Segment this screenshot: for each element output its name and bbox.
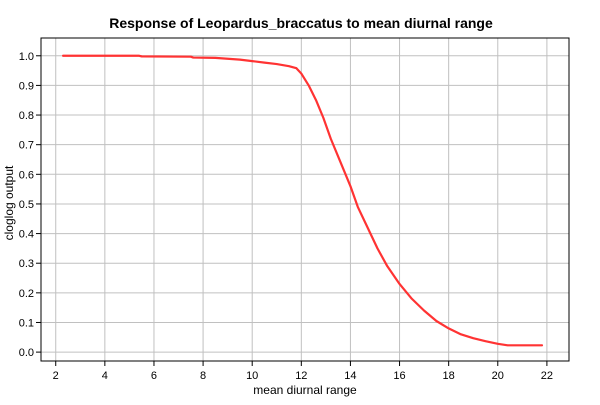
response-curve-point: [349, 185, 352, 187]
x-tick-label: 22: [541, 370, 553, 382]
x-tick-label: 2: [53, 370, 59, 382]
y-tick-label: 1.0: [19, 51, 34, 63]
response-curve-point: [497, 343, 499, 345]
response-curve-point: [367, 227, 369, 229]
y-tick-label: 0.9: [19, 80, 34, 92]
response-curve-point: [192, 56, 194, 59]
response-curve-point: [507, 344, 509, 346]
y-tick-label: 0.1: [19, 317, 34, 329]
response-curve-point: [214, 57, 216, 59]
response-curve-point: [315, 99, 317, 101]
response-curve-point: [398, 283, 401, 285]
response-curve-point: [411, 298, 413, 300]
response-curve-point: [386, 265, 388, 267]
y-axis-label: cloglog output: [2, 165, 16, 240]
plot-frame: [40, 37, 570, 362]
response-curve-point: [472, 337, 474, 339]
response-curve-point: [322, 117, 325, 119]
grid-lines: [41, 38, 569, 361]
response-curve-point: [460, 333, 462, 335]
response-curve-point: [448, 327, 450, 330]
response-curve-point: [357, 206, 359, 208]
response-curve-point: [190, 56, 192, 58]
response-curve-point: [141, 55, 143, 57]
x-axis-label: mean diurnal range: [253, 383, 357, 397]
x-tick-label: 18: [443, 370, 455, 382]
response-curve-point: [227, 58, 229, 60]
x-tick-label: 12: [295, 370, 307, 382]
x-tick-label: 4: [102, 370, 108, 382]
response-curve-point: [435, 320, 437, 322]
response-curve-point: [340, 161, 342, 164]
response-curve-point: [423, 310, 425, 312]
response-curve-point: [288, 65, 290, 67]
x-tick-label: 14: [344, 370, 356, 382]
x-tick-label: 10: [246, 370, 258, 382]
y-tick-label: 0.6: [19, 169, 34, 181]
y-tick-label: 0.2: [19, 288, 34, 300]
response-curve-point: [138, 55, 140, 57]
response-curve-point: [376, 247, 379, 249]
response-curve-point: [62, 55, 64, 57]
y-tick-label: 0.3: [19, 258, 34, 270]
axis-ticks: 2 4 6 8 10 12 14 16 18 20 22 0.0 0.1 0.2 0.3 0.4 0.5 0.6 0…: [19, 51, 553, 382]
response-curve-point: [330, 138, 332, 140]
response-curve-point: [263, 61, 266, 64]
x-tick-label: 20: [492, 370, 504, 382]
x-tick-label: 8: [200, 370, 206, 382]
response-curve-point: [239, 59, 241, 61]
y-tick-label: 0.0: [19, 347, 34, 359]
response-curve-point: [541, 344, 543, 346]
y-tick-label: 0.8: [19, 110, 34, 122]
response-curve-point: [251, 60, 253, 62]
response-curve-point: [276, 63, 278, 65]
response-curve-point: [484, 340, 487, 342]
response-curve-line: [62, 54, 544, 347]
y-tick-label: 0.5: [19, 199, 34, 211]
y-tick-label: 0.4: [19, 229, 34, 241]
response-curve-point: [300, 72, 302, 75]
series-layer: [62, 54, 544, 347]
chart-title: Response of Leopardus_braccatus to mean …: [109, 15, 493, 31]
x-tick-label: 16: [393, 370, 405, 382]
response-curve-point: [308, 84, 310, 87]
response-curve-point: [104, 55, 106, 57]
response-curve-point: [295, 67, 298, 69]
x-tick-label: 6: [151, 370, 157, 382]
y-tick-label: 0.7: [19, 140, 34, 152]
